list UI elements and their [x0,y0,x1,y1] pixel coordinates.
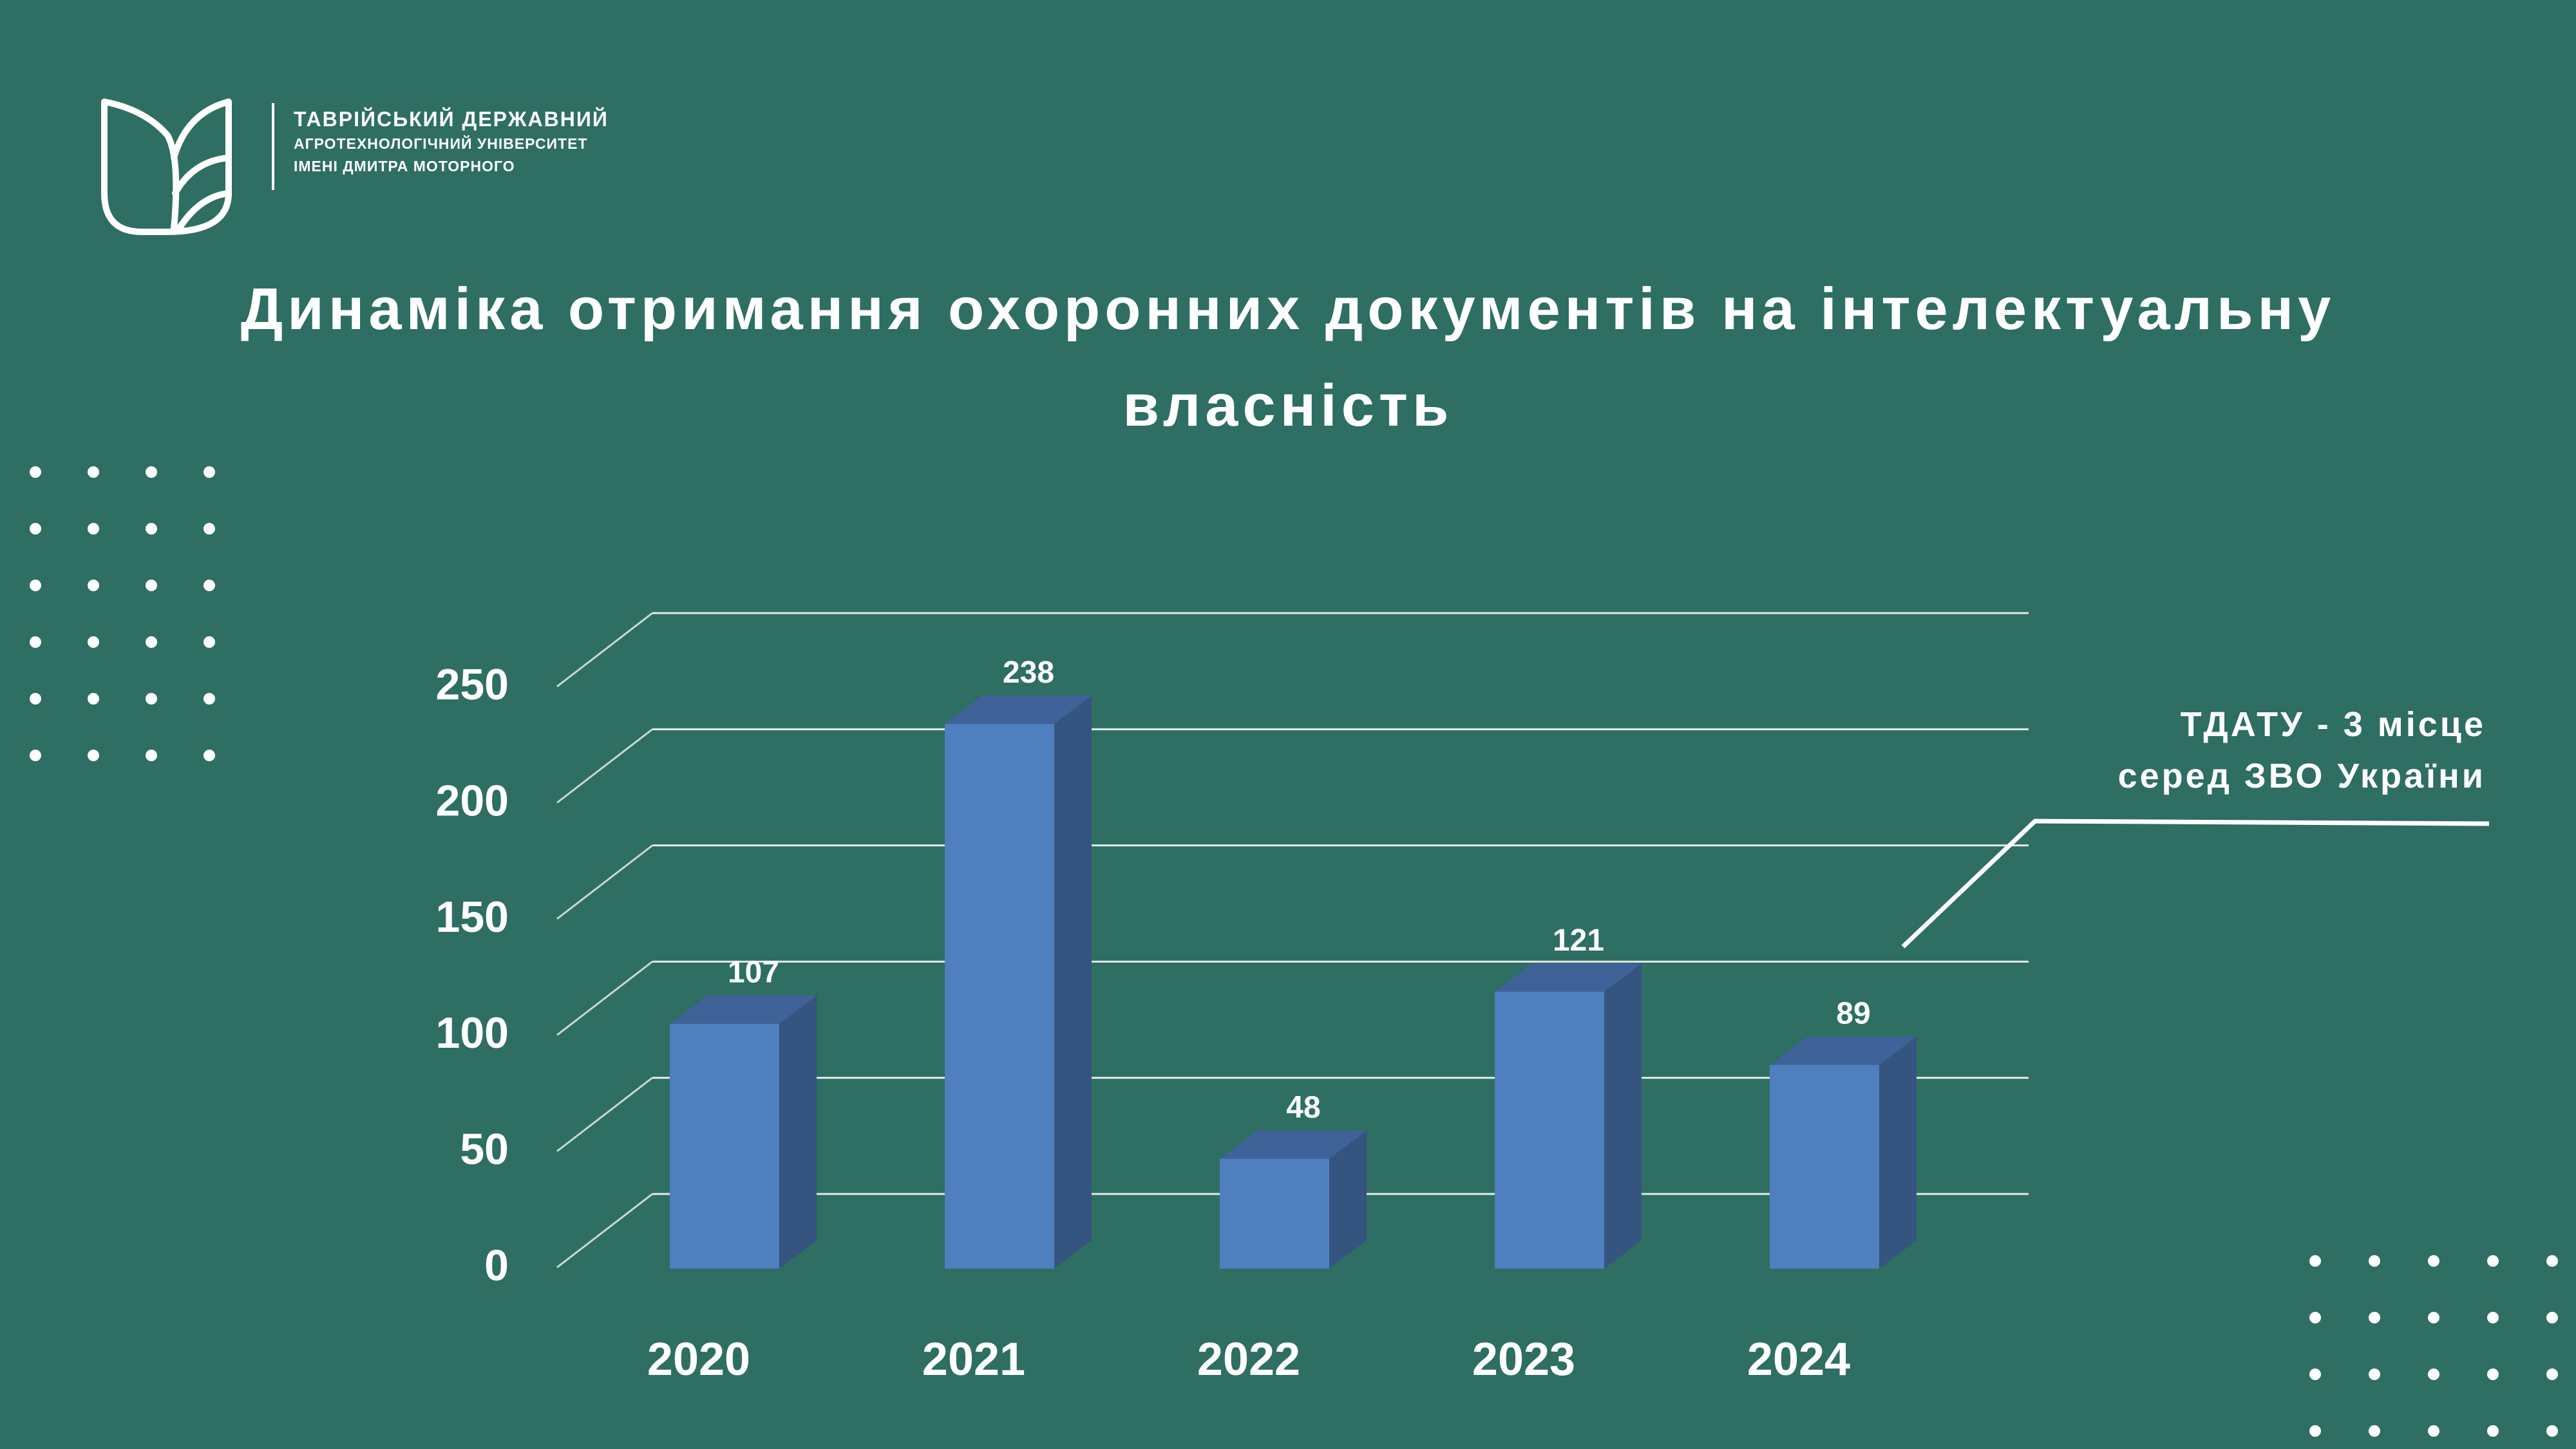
university-name: ТАВРІЙСЬКИЙ ДЕРЖАВНИЙ АГРОТЕХНОЛОГІЧНИЙ … [294,106,609,178]
university-logo-icon [101,99,232,235]
decorative-dot [2309,1368,2321,1380]
decorative-dot [30,523,41,535]
decorative-dot [2369,1425,2380,1437]
decorative-dot [30,636,41,648]
chart-title-line-2: власність [1122,373,1454,439]
x-tick-label: 2024 [1747,1334,1850,1385]
bar-top [1495,963,1642,992]
y-tick-label: 100 [436,1009,509,1057]
bar-side [1604,963,1642,1269]
decorative-dot [88,466,99,478]
decorative-dot [30,750,41,761]
bar [670,1023,779,1269]
y-tick-label: 0 [484,1241,509,1290]
y-tick-label: 200 [436,776,509,825]
bar-side [779,995,817,1269]
data-label: 238 [1003,656,1054,690]
bar [1495,991,1604,1269]
decorative-dot [2428,1425,2439,1437]
annotation-leader-line [1901,819,2490,949]
decorative-dot [2487,1368,2499,1380]
x-tick-label: 2021 [922,1334,1025,1385]
bar [1770,1065,1879,1269]
gridline-diagonal [556,612,653,688]
decorative-dot [30,466,41,478]
gridline-diagonal [556,1077,653,1152]
bar-side [1054,696,1092,1269]
bar-side [1879,1036,1917,1269]
bar-side [1329,1130,1367,1269]
bar-top [1220,1130,1367,1159]
decorative-dot [146,750,157,761]
decorative-dot [30,580,41,591]
logo-divider [272,103,274,190]
decorative-dot [2309,1312,2321,1323]
decorative-dot [2309,1255,2321,1267]
x-tick-label: 2023 [1472,1334,1575,1385]
chart-title: Динаміка отримання охоронних документів … [0,261,2576,454]
decorative-dot [146,580,157,591]
decorative-dot [204,466,215,478]
decorative-dot [146,523,157,535]
decorative-dot [2546,1255,2558,1267]
bar-top [1770,1036,1917,1065]
decorative-dot [204,580,215,591]
decorative-dot [204,636,215,648]
data-label: 121 [1553,923,1604,958]
decorative-dot [2369,1368,2380,1380]
decorative-dot [2369,1255,2380,1267]
university-name-line-2: АГРОТЕХНОЛОГІЧНИЙ УНІВЕРСИТЕТ [294,135,588,152]
decorative-dot [2428,1255,2439,1267]
ranking-annotation-line-2: серед ЗВО України [2117,757,2486,795]
chart-title-line-1: Динаміка отримання охоронних документів … [240,276,2336,342]
x-tick-label: 2022 [1197,1334,1300,1385]
ranking-annotation: ТДАТУ - 3 місце серед ЗВО України [2118,699,2486,802]
bar-top [945,696,1092,724]
gridline-diagonal [556,961,653,1036]
decorative-dot [88,750,99,761]
decorative-dot [2309,1425,2321,1437]
decorative-dot [204,523,215,535]
decorative-dot [2487,1255,2499,1267]
y-tick-label: 250 [436,660,509,709]
decorative-dot [2487,1312,2499,1323]
decorative-dot [2487,1425,2499,1437]
decorative-dot [30,693,41,705]
gridline-diagonal [556,1193,653,1269]
decorative-dot [2546,1425,2558,1437]
bar-top [670,995,817,1024]
decorative-dot [88,523,99,535]
decorative-dot [146,693,157,705]
decorative-dot [88,636,99,648]
ranking-annotation-line-1: ТДАТУ - 3 місце [2180,705,2486,744]
university-name-line-1: ТАВРІЙСЬКИЙ ДЕРЖАВНИЙ [294,108,609,131]
bar [945,724,1054,1269]
decorative-dot [204,693,215,705]
x-tick-label: 2020 [647,1334,750,1385]
decorative-dot [2546,1368,2558,1380]
y-tick-label: 150 [436,893,509,942]
decorative-dot [2546,1312,2558,1323]
gridline-diagonal [556,728,653,804]
decorative-dot [2428,1312,2439,1323]
decorative-dot [2428,1368,2439,1380]
decorative-dot [204,750,215,761]
decorative-dot [146,466,157,478]
y-tick-label: 50 [460,1125,509,1174]
gridline-diagonal [556,844,653,920]
decorative-dot [2369,1312,2380,1323]
data-label: 48 [1286,1090,1320,1124]
data-label: 89 [1836,997,1870,1031]
decorative-dot [146,636,157,648]
data-label: 107 [728,956,779,990]
decorative-dot [88,693,99,705]
decorative-dot [88,580,99,591]
university-name-line-3: ІМЕНІ ДМИТРА МОТОРНОГО [294,158,515,175]
bar [1220,1159,1329,1269]
